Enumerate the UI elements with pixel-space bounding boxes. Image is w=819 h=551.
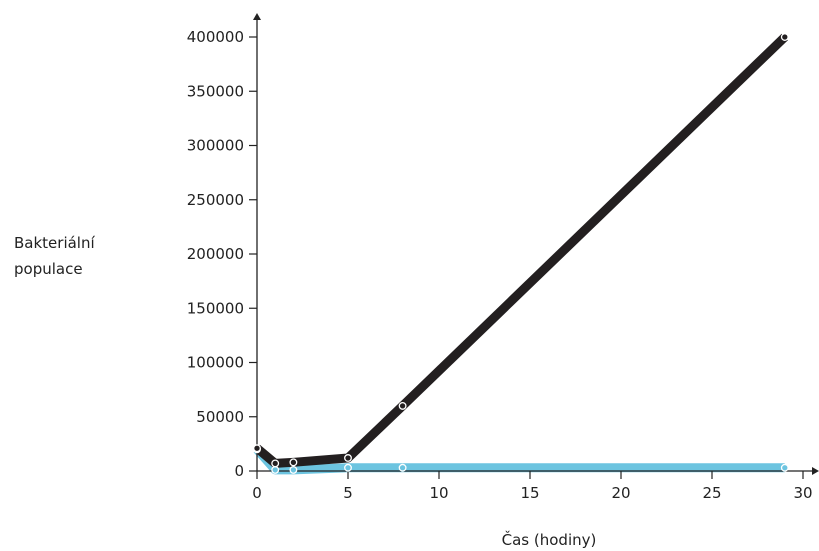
data-point [344, 463, 352, 472]
data-point [398, 463, 407, 472]
x-tick-label: 10 [429, 484, 448, 502]
data-point [271, 459, 280, 468]
y-tick-label: 300000 [187, 137, 244, 155]
y-axis-arrow [253, 13, 261, 20]
data-point [289, 465, 298, 474]
y-tick-label: 250000 [187, 191, 244, 209]
series-line-2 [254, 33, 788, 468]
x-tick-label: 30 [793, 484, 812, 502]
data-point [344, 454, 352, 462]
y-axis-title: Bakteriální populace [14, 230, 144, 282]
data-point [780, 463, 789, 472]
data-point [253, 444, 261, 453]
series-layer [253, 33, 788, 475]
y-tick-label: 0 [234, 462, 244, 480]
y-axis-title-line2: populace [14, 260, 83, 278]
y-tick-label: 100000 [187, 354, 244, 372]
points-layer [253, 33, 789, 474]
ticks-layer: 0 5 10 15 20 25 30 0 50000 100000 150000 200000 2500… [187, 28, 813, 502]
x-tick-label: 0 [252, 484, 262, 502]
x-axis-title: Čas (hodiny) [502, 530, 597, 549]
data-point [289, 458, 298, 467]
data-point [271, 465, 280, 474]
y-tick-label: 150000 [187, 299, 244, 317]
y-tick-label: 200000 [187, 245, 244, 263]
y-axis-title-line1: Bakteriální [14, 234, 95, 252]
x-tick-label: 20 [611, 484, 630, 502]
y-tick-label: 400000 [187, 28, 244, 46]
y-tick-label: 350000 [187, 82, 244, 100]
data-point [780, 33, 789, 41]
y-tick-label: 50000 [196, 408, 244, 426]
x-tick-label: 25 [702, 484, 721, 502]
x-tick-label: 15 [520, 484, 539, 502]
x-tick-label: 5 [343, 484, 353, 502]
x-axis-arrow [812, 467, 819, 475]
data-point [398, 401, 407, 410]
